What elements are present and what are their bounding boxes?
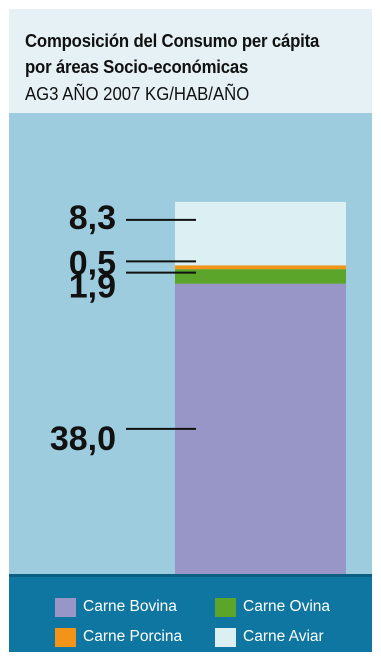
chart-subtitle: AG3 AÑO 2007 KG/HAB/AÑO bbox=[25, 84, 250, 104]
data-label-carne-bovina: 38,0 bbox=[50, 420, 116, 458]
legend-item-carne-bovina: Carne Bovina bbox=[55, 596, 177, 618]
legend-item-carne-aviar: Carne Aviar bbox=[215, 626, 324, 648]
legend-item-carne-porcina: Carne Porcina bbox=[55, 626, 182, 648]
legend-label: Carne Ovina bbox=[243, 598, 331, 615]
legend-label: Carne Porcina bbox=[83, 628, 183, 645]
legend-swatch bbox=[215, 597, 236, 617]
chart-title-line-1: Composición del Consumo per cápita bbox=[25, 31, 320, 51]
plot-area: 38,0 1,9 0,5 8,3 bbox=[9, 113, 372, 574]
legend-swatch bbox=[55, 627, 76, 647]
legend: Carne Bovina Carne Ovina Carne Porcina Carn… bbox=[9, 574, 372, 652]
legend-item-carne-ovina: Carne Ovina bbox=[215, 596, 330, 618]
data-label-carne-porcina: 0,5 bbox=[69, 244, 116, 282]
stacked-bar-chart: 38,0 1,90,5 8,3 bbox=[50, 199, 346, 574]
chart-header: Composición del Consumo per cápita por á… bbox=[9, 9, 372, 113]
legend-label: Carne Aviar bbox=[243, 628, 324, 645]
legend-swatch bbox=[55, 597, 76, 617]
bar-segment-carne-ovina bbox=[175, 269, 346, 284]
chart-title-line-2: por áreas Socio-económicas bbox=[25, 57, 249, 77]
bar-segment-carne-porcina bbox=[175, 265, 346, 270]
data-label-carne-aviar: 8,3 bbox=[69, 199, 116, 237]
bar-segment-carne-aviar bbox=[175, 201, 346, 266]
legend-swatch bbox=[215, 627, 236, 647]
bar-segment-carne-bovina bbox=[175, 283, 346, 574]
legend-label: Carne Bovina bbox=[83, 598, 177, 615]
data-label-carne-ovina: 1,9 bbox=[69, 268, 116, 306]
